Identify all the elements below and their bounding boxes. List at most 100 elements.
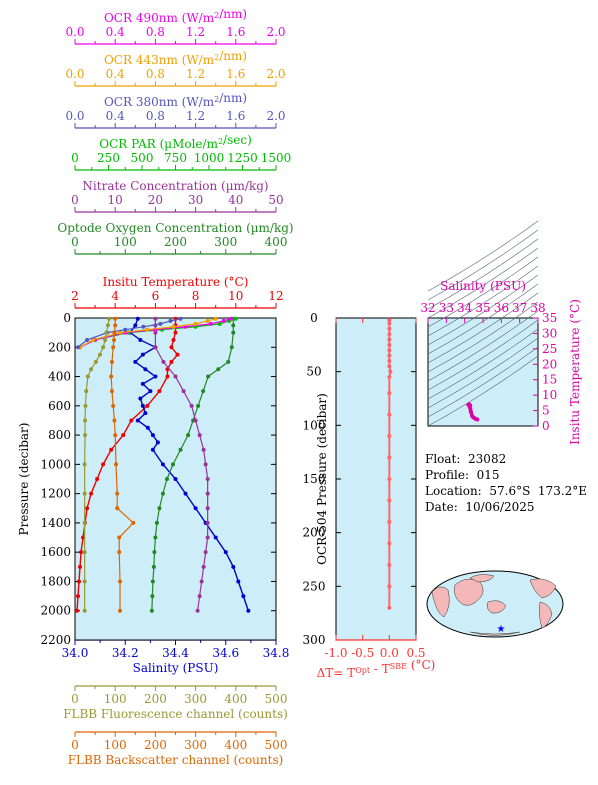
ts-y-tick-label: 20 [542, 357, 557, 371]
data-point-salinity [223, 550, 228, 555]
data-point-oxygen [153, 535, 158, 540]
tick-label: 400 [224, 692, 247, 706]
tick-label: 0 [71, 151, 79, 165]
ts-x-tick-label: 38 [530, 301, 545, 315]
y-tick-label: 1800 [40, 574, 71, 588]
data-point-backscatter [113, 433, 118, 438]
tick-label: 1.6 [226, 109, 245, 123]
dt-point [387, 358, 392, 363]
dt-y-tick-label: 150 [303, 472, 326, 486]
data-point-nitrate [201, 564, 206, 569]
data-point-temperature [157, 389, 162, 394]
data-point-temperature [169, 345, 174, 350]
ts-title: Salinity (PSU) [440, 279, 526, 293]
dt-point [387, 434, 392, 439]
ts-y-tick-label: 10 [542, 388, 557, 402]
tick-label: 300 [184, 692, 207, 706]
density-contour [427, 220, 539, 292]
data-point-temperature [175, 352, 180, 357]
tick-label: 1.6 [226, 67, 245, 81]
ts-x-tick-label: 34 [457, 301, 473, 315]
dt-x-tick-label: 0.5 [406, 646, 425, 660]
data-point-oxygen [229, 345, 234, 350]
dt-point [387, 348, 392, 353]
data-point-nitrate [201, 447, 206, 452]
density-contour [427, 337, 539, 409]
data-point-temperature [109, 447, 114, 452]
dt-y-tick-label: 200 [303, 526, 326, 540]
data-point-nitrate [205, 506, 210, 511]
tick-label: 0.0 [65, 67, 84, 81]
data-point-ocr443 [91, 337, 96, 342]
dt-x-tick-label: -0.5 [351, 646, 374, 660]
ts-x-tick-label: 35 [475, 301, 490, 315]
ts-y-label: Insitu Temperature (°C) [568, 299, 582, 445]
data-point-temperature [165, 374, 170, 379]
y-tick-label: 1200 [40, 487, 71, 501]
data-point-salinity [241, 594, 246, 599]
data-point-temperature [85, 506, 90, 511]
tick-label: 0 [71, 738, 79, 752]
data-point-ocr443 [213, 316, 218, 321]
y-tick-label: 400 [48, 370, 71, 384]
data-point-oxygen [164, 477, 169, 481]
map-land-south-america [539, 601, 553, 629]
data-point-fluorescence [83, 403, 88, 408]
y-tick-label: 2200 [40, 633, 71, 647]
data-point-ocr380 [76, 345, 81, 350]
tick-label: 2.0 [266, 25, 285, 39]
dt-y-tick-label: 300 [303, 633, 326, 647]
ts-y-tick-label: 0 [542, 419, 550, 433]
data-point-nitrate [181, 389, 186, 394]
tick-label: 1.2 [186, 109, 205, 123]
axis-title-oxygen: Optode Oxygen Concentration (µm/kg) [57, 221, 293, 235]
dt-x-tick-label: 0.0 [380, 646, 399, 660]
tick-label: 0.8 [146, 67, 165, 81]
tick-label: 1.2 [186, 25, 205, 39]
data-point-backscatter [109, 389, 114, 394]
series-line-ocr443 [79, 318, 216, 348]
dt-point [387, 541, 392, 546]
data-point-temperature [77, 579, 82, 584]
data-point-salinity [138, 396, 143, 401]
delta-t-series [387, 318, 393, 610]
tick-label: 100 [104, 692, 127, 706]
dt-point [387, 584, 392, 589]
tick-label: 30 [188, 193, 203, 207]
map-land-europe [469, 574, 495, 583]
dt-y-tick-label: 250 [303, 579, 326, 593]
density-contour [427, 247, 539, 319]
tick-label: 500 [265, 692, 288, 706]
y-tick-label: 1400 [40, 516, 71, 530]
data-point-nitrate [153, 330, 158, 335]
tick-label: 1500 [261, 151, 292, 165]
date: Date: 10/06/2025 [425, 500, 535, 514]
data-point-ocr443 [193, 321, 198, 326]
data-point-fluorescence [82, 462, 87, 467]
location: Location: 57.6°S 173.2°E [425, 484, 588, 498]
data-point-fluorescence [82, 550, 87, 555]
series-backscatter [109, 316, 136, 613]
tick-label: 200 [164, 235, 187, 249]
data-point-salinity [138, 337, 143, 342]
dt-y-tick-label: 100 [303, 418, 326, 432]
dt-point [387, 519, 392, 524]
dt-point [387, 498, 392, 503]
tick-label: 6 [152, 289, 160, 303]
tick-label: 20 [148, 193, 163, 207]
data-point-ocr443 [118, 330, 123, 335]
data-point-oxygen [152, 550, 157, 555]
tick-label: 1000 [194, 151, 225, 165]
data-point-backscatter [109, 359, 114, 364]
y-tick-label: 1600 [40, 545, 71, 559]
dt-point [387, 455, 392, 460]
tick-label: 1.6 [226, 25, 245, 39]
tick-label: 8 [192, 289, 200, 303]
tick-label: 34.8 [263, 646, 290, 660]
data-point-salinity [133, 359, 138, 364]
data-point-salinity [143, 367, 148, 372]
ts-x-tick-label: 36 [494, 301, 509, 315]
